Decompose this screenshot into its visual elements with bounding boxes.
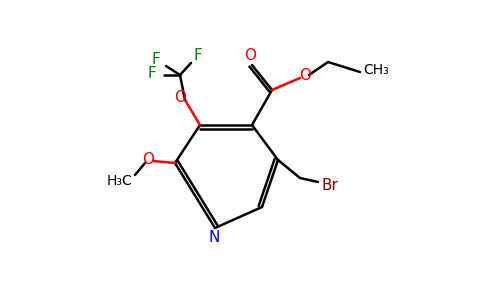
Text: CH₃: CH₃ (363, 63, 389, 77)
Text: H₃C: H₃C (106, 174, 132, 188)
Text: O: O (174, 89, 186, 104)
Text: O: O (299, 68, 311, 82)
Text: F: F (151, 52, 160, 67)
Text: Br: Br (321, 178, 338, 194)
Text: O: O (142, 152, 154, 166)
Text: N: N (208, 230, 220, 244)
Text: F: F (148, 65, 156, 80)
Text: O: O (244, 49, 256, 64)
Text: F: F (194, 47, 202, 62)
